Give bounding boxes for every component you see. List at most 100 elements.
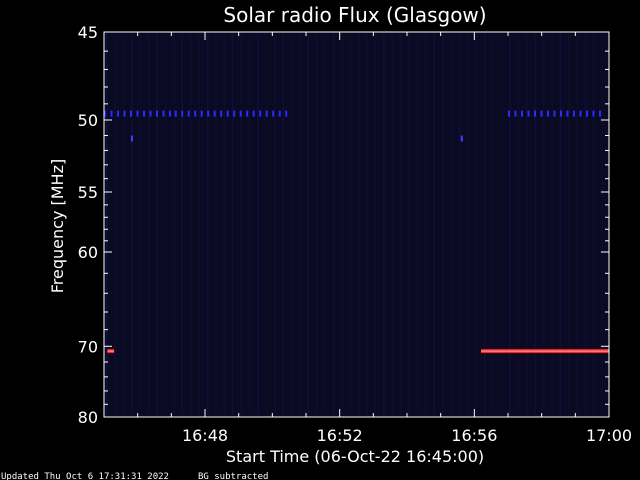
noise-stripe [433, 34, 436, 415]
noise-stripe [307, 34, 310, 415]
y-axis-label: Frequency [MHz] [48, 159, 67, 293]
signal-tick-1 [226, 110, 229, 117]
noise-stripe [383, 34, 385, 415]
y-tick-label: 45 [78, 23, 98, 42]
signal-tick-1 [252, 110, 255, 117]
signal-band-core-6 [481, 350, 609, 352]
signal-tick-1 [259, 110, 262, 117]
footer-updated: Updated Thu Oct 6 17:31:31 2022 [1, 472, 169, 480]
signal-tick-0 [117, 110, 119, 117]
chart-title: Solar radio Flux (Glasgow) [223, 3, 486, 27]
noise-stripe [332, 34, 335, 415]
noise-stripe [248, 34, 251, 415]
noise-stripe [274, 34, 276, 415]
noise-stripe [484, 34, 486, 415]
noise-stripe [131, 34, 133, 415]
noise-stripe [400, 34, 402, 415]
noise-stripe [139, 34, 142, 415]
signal-tick-1 [272, 110, 275, 117]
signal-tick-1 [246, 110, 249, 117]
noise-stripe [358, 34, 360, 415]
noise-stripe [324, 34, 326, 415]
y-tick-label: 55 [78, 183, 98, 202]
noise-stripe [181, 34, 184, 415]
noise-stripe [584, 34, 587, 415]
signal-tick-1 [181, 110, 184, 117]
noise-stripe [416, 34, 419, 415]
noise-stripe [551, 34, 553, 415]
signal-tick-2 [586, 110, 588, 117]
noise-stripe [576, 34, 578, 415]
signal-tick-0 [169, 110, 171, 117]
signal-tick-1 [187, 110, 190, 117]
signal-tick-1 [220, 110, 223, 117]
noise-stripe [450, 34, 452, 415]
signal-tick-2 [540, 110, 543, 117]
signal-tick-4 [460, 135, 463, 142]
signal-tick-2 [579, 110, 582, 117]
signal-tick-1 [194, 110, 197, 117]
noise-stripe [458, 34, 461, 415]
noise-stripe [349, 34, 352, 415]
noise-stripe [156, 34, 158, 415]
noise-stripe [257, 34, 259, 415]
noise-stripe [148, 34, 150, 415]
x-tick-label: 16:52 [317, 426, 363, 445]
noise-stripe [526, 34, 528, 415]
noise-stripe [122, 34, 125, 415]
x-tick-label: 16:48 [182, 426, 228, 445]
signal-tick-1 [213, 110, 216, 117]
noise-stripe [601, 34, 604, 415]
signal-tick-1 [239, 110, 242, 117]
x-tick-label: 17:00 [586, 426, 632, 445]
signal-tick-1 [200, 110, 203, 117]
noise-stripe [593, 34, 595, 415]
noise-stripe [198, 34, 200, 415]
plot-background [104, 32, 609, 417]
noise-stripe [341, 34, 343, 415]
noise-stripe [299, 34, 301, 415]
signal-tick-1 [285, 110, 288, 117]
signal-tick-2 [573, 110, 575, 117]
noise-stripe [223, 34, 226, 415]
noise-stripe [232, 34, 234, 415]
signal-tick-1 [278, 110, 281, 117]
noise-stripe [542, 34, 545, 415]
signal-tick-2 [547, 110, 549, 117]
y-tick-label: 80 [78, 408, 98, 427]
noise-stripe [559, 34, 562, 415]
signal-tick-3 [130, 135, 133, 142]
signal-tick-2 [521, 110, 523, 117]
noise-stripe [568, 34, 570, 415]
noise-stripe [425, 34, 427, 415]
signal-tick-2 [592, 110, 595, 117]
noise-stripe [442, 34, 444, 415]
noise-stripe [517, 34, 520, 415]
x-axis-label: Start Time (06-Oct-22 16:45:00) [226, 447, 484, 466]
noise-stripe [374, 34, 377, 415]
signal-tick-0 [104, 110, 106, 117]
signal-tick-0 [130, 110, 132, 117]
noise-stripe [534, 34, 536, 415]
noise-stripe [366, 34, 368, 415]
noise-stripe [316, 34, 318, 415]
noise-stripe [500, 34, 503, 415]
signal-tick-0 [162, 110, 165, 117]
signal-tick-0 [143, 110, 145, 117]
signal-tick-0 [136, 110, 139, 117]
signal-tick-0 [156, 110, 158, 117]
noise-stripe [240, 34, 242, 415]
signal-tick-2 [508, 110, 510, 117]
signal-tick-1 [174, 110, 177, 117]
y-tick-label: 70 [78, 337, 98, 356]
x-tick-label: 16:56 [451, 426, 497, 445]
signal-tick-0 [149, 110, 152, 117]
noise-stripe [190, 34, 192, 415]
noise-stripe [290, 34, 293, 415]
signal-tick-2 [534, 110, 536, 117]
y-tick-label: 50 [78, 111, 98, 130]
signal-tick-2 [514, 110, 517, 117]
noise-stripe [509, 34, 511, 415]
